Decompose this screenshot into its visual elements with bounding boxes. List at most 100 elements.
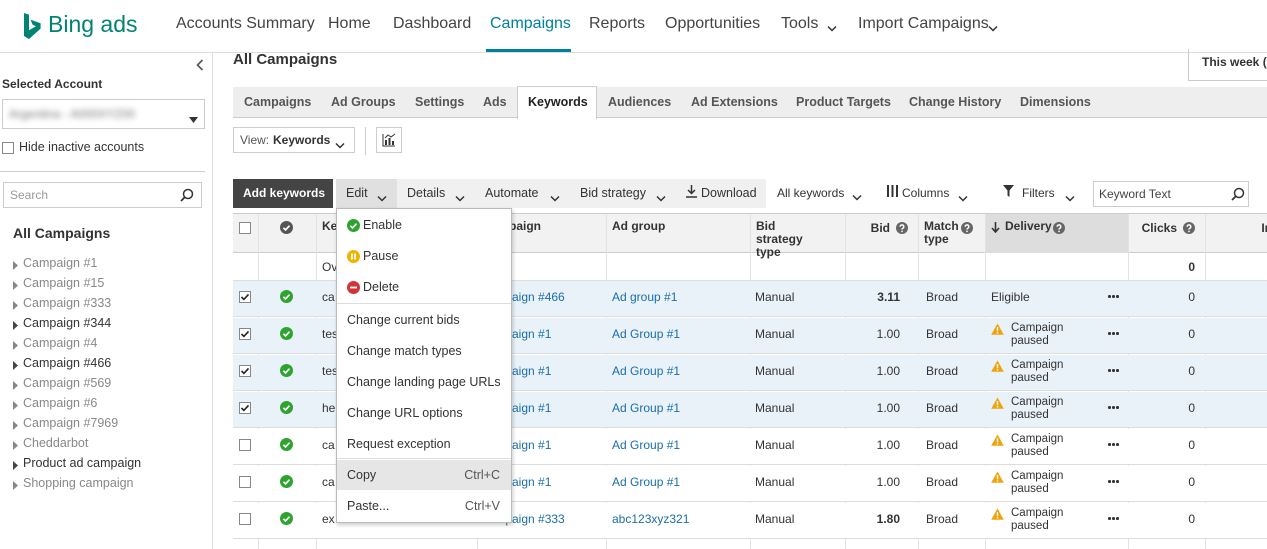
menu-label: Change landing page URLs [347,375,501,389]
account-name: Argentina - A000XYZ00 [9,107,136,121]
menu-item[interactable]: Change current bids [337,305,511,335]
menu-item[interactable]: Change match types [337,336,511,366]
menu-item[interactable]: Copy Ctrl+C [337,460,511,490]
column-header[interactable]: Ad group [612,219,666,233]
campaign-link[interactable]: Product ad campaign [23,456,142,470]
more-actions[interactable] [1108,480,1120,483]
toolbar-button[interactable]: Details [397,179,475,208]
campaign-link[interactable]: Shopping campaign [23,476,134,490]
bid[interactable]: 1.00 [876,364,900,378]
hide-inactive[interactable]: Hide inactive accounts [19,140,145,154]
menu-item[interactable]: Change URL options [337,398,511,428]
ad-group[interactable]: Ad Group #1 [612,438,681,452]
keyword[interactable]: ex [322,512,335,526]
match-type[interactable]: Broad [926,512,959,526]
keyword[interactable]: ca [322,475,335,489]
match-type[interactable]: Broad [926,290,959,304]
column-header-text[interactable]: Bid [870,221,890,235]
toolbar-button[interactable]: Edit [336,179,397,208]
menu-item[interactable]: Enable [337,210,511,240]
tab[interactable]: Settings [415,95,465,109]
nav-item[interactable]: Accounts Summary [176,15,315,32]
ad-group[interactable]: abc123xyz321 [612,512,690,526]
campaign-link[interactable]: Cheddarbot [23,436,89,450]
toolbar-button[interactable]: Bid strategy [570,179,676,208]
column-header-text[interactable]: Impr. [1261,221,1267,235]
tab[interactable]: Audiences [608,95,672,109]
status-icon-svg [280,438,293,451]
tab[interactable]: Keywords [528,95,588,109]
bid[interactable]: 3.11 [877,290,900,304]
keyword[interactable]: he [322,401,336,415]
keyword[interactable]: tes [322,327,339,341]
campaign-link[interactable]: Campaign #6 [23,396,98,410]
account-select[interactable]: Argentina - A000XYZ00 [2,99,205,129]
more-actions[interactable] [1108,295,1120,298]
view-select[interactable]: View: Keywords [233,127,355,153]
more-actions[interactable] [1108,332,1120,335]
nav-item[interactable]: Campaigns [490,15,571,32]
tab[interactable]: Dimensions [1020,95,1091,109]
date-range[interactable]: This week ( [1188,49,1267,81]
campaign-link[interactable]: Campaign #1 [23,256,98,270]
filters[interactable]: Filters [1022,186,1055,200]
nav-item[interactable]: Import Campaigns [858,15,989,32]
match-type[interactable]: Broad [926,438,959,452]
nav-item[interactable]: Home [328,15,371,32]
bid[interactable]: 1.80 [876,512,900,526]
more-actions[interactable] [1108,369,1120,372]
nav-item[interactable]: Dashboard [393,15,472,32]
menu-item[interactable]: Change landing page URLs [337,367,511,397]
download[interactable]: Download [701,186,757,200]
more-actions[interactable] [1108,517,1120,520]
campaign-link[interactable]: Campaign #466 [23,356,112,370]
toolbar-button[interactable]: Automate [475,179,570,208]
column-header-text[interactable]: Clicks [1141,221,1177,235]
nav-item[interactable]: Tools [781,15,819,32]
match-type[interactable]: Broad [926,327,959,341]
tab[interactable]: Ads [483,95,507,109]
keyword[interactable]: ca [322,290,335,304]
bid[interactable]: 1.00 [876,401,900,415]
keyword[interactable]: tes [322,364,339,378]
more-actions[interactable] [1108,443,1120,446]
ad-group[interactable]: Ad group #1 [612,290,678,304]
tab[interactable]: Change History [909,95,1002,109]
tab[interactable]: Campaigns [244,95,312,109]
campaign-link[interactable]: Campaign #333 [23,296,112,310]
menu-item[interactable]: Delete [337,272,511,302]
columns[interactable]: Columns [902,186,950,200]
menu-item[interactable]: Pause [337,241,511,271]
column-header[interactable]: Bid strategy type [756,219,803,259]
tab[interactable]: Product Targets [796,95,891,109]
campaign-link[interactable]: Campaign #15 [23,276,105,290]
sidebar-search[interactable]: Search [3,182,202,208]
bid[interactable]: 1.00 [876,438,900,452]
keyword[interactable]: ca [322,438,335,452]
match-type[interactable]: Broad [926,401,959,415]
campaign-link[interactable]: Campaign #4 [23,336,98,350]
column-header[interactable]: Delivery [1005,219,1052,233]
more-actions[interactable] [1108,406,1120,409]
tab[interactable]: Ad Groups [331,95,396,109]
campaign-link[interactable]: Campaign #569 [23,376,112,390]
menu-item[interactable]: Request exception [337,429,511,459]
tab[interactable]: Ad Extensions [691,95,778,109]
bid[interactable]: 1.00 [876,475,900,489]
campaign-link[interactable]: Campaign #7969 [23,416,119,430]
all-keywords[interactable]: All keywords [777,186,845,200]
campaign-link[interactable]: Campaign #344 [23,316,112,330]
bid[interactable]: 1.00 [876,327,900,341]
nav-item[interactable]: Opportunities [665,15,761,32]
column-header[interactable]: Match type [924,219,959,246]
match-type[interactable]: Broad [926,364,959,378]
match-type[interactable]: Broad [926,475,959,489]
ad-group[interactable]: Ad Group #1 [612,364,681,378]
add-keywords[interactable]: Add keywords [233,179,333,208]
keyword-search[interactable]: Keyword Text [1093,181,1249,207]
menu-item[interactable]: Paste... Ctrl+V [337,491,511,521]
ad-group[interactable]: Ad Group #1 [612,401,681,415]
ad-group[interactable]: Ad Group #1 [612,475,681,489]
nav-item[interactable]: Reports [589,15,646,32]
ad-group[interactable]: Ad Group #1 [612,327,681,341]
